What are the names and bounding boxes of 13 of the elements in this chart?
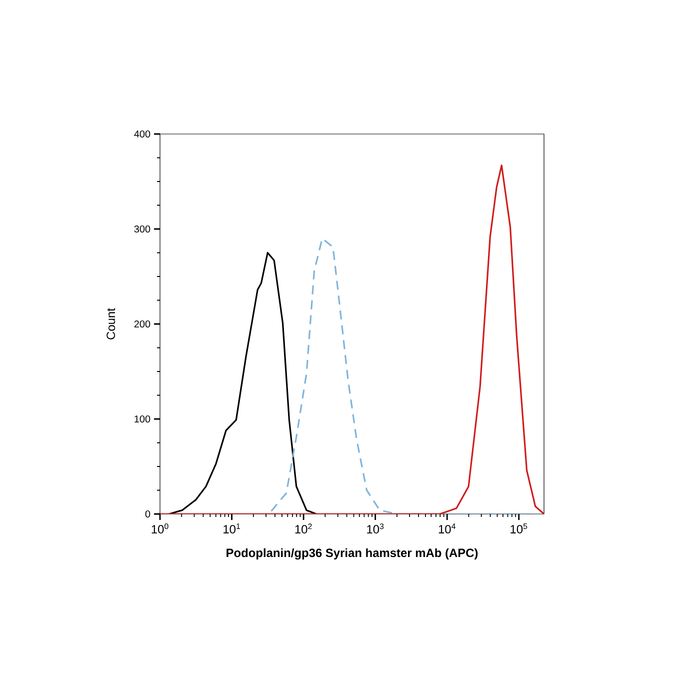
- y-tick-label: 400: [134, 130, 150, 138]
- x-axis-title: Podoplanin/gp36 Syrian hamster mAb (APC): [226, 548, 478, 560]
- x-tick-label: 10$^{5}$: [510, 523, 528, 534]
- x-tick-label: 10$^{4}$: [438, 523, 456, 534]
- x-tick-label: 10$^{2}$: [295, 524, 312, 534]
- y-axis-title: Count: [106, 308, 116, 340]
- x-tick-label: 10$^{1}$: [224, 523, 240, 534]
- y-tick-label: 0: [145, 510, 150, 518]
- y-tick-label: 300: [134, 225, 150, 233]
- x-tick-label: 10$^{0}$: [152, 524, 168, 534]
- x-tick-label: 10$^{3}$: [367, 524, 384, 534]
- y-tick-label: 200: [134, 320, 150, 328]
- y-tick-label: 100: [134, 415, 150, 423]
